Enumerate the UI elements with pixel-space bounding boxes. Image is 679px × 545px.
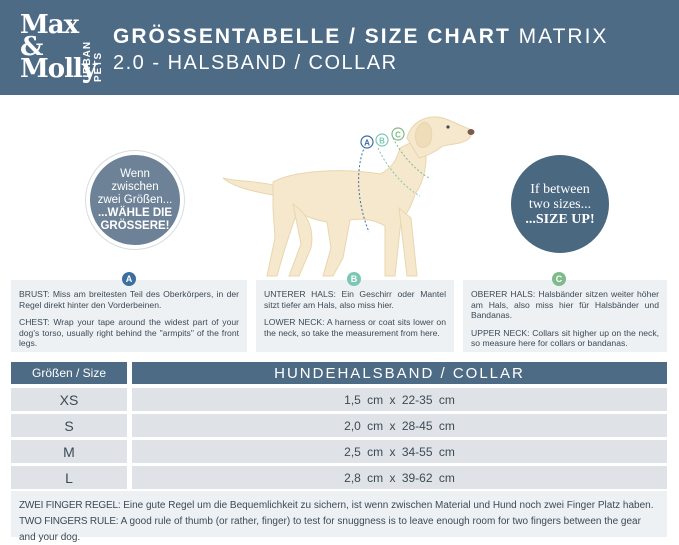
table-row-size: L — [11, 466, 127, 489]
measurement-de: BRUST: Miss am breitesten Teil des Oberk… — [19, 289, 239, 310]
tip-circle-german: Wenn zwischen zwei Größen... ...WÄHLE DI… — [86, 151, 184, 249]
finger-rule-en-text: A good rule of thumb (or rather, finger)… — [19, 516, 641, 543]
dog-tail — [222, 177, 280, 197]
measurement-chest: A BRUST: Miss am breitesten Teil des Obe… — [11, 272, 247, 352]
dog-front-leg — [398, 206, 418, 277]
table-row-size: XS — [11, 388, 127, 411]
tip-line: Wenn — [120, 167, 150, 180]
marker-a: A — [364, 139, 370, 148]
table-row-value: 2,8 cm x 39-62 cm — [132, 466, 667, 489]
size-column-header: Größen / Size — [11, 362, 127, 384]
measurement-de-label: OBERER HALS: — [471, 289, 536, 299]
dog-ear — [414, 121, 433, 148]
badge-b: B — [347, 272, 361, 286]
table-row-value: 1,5 cm x 22-35 cm — [132, 388, 667, 411]
dog-nose — [467, 129, 475, 135]
tip-circle-english: If between two sizes... ...SIZE UP! — [511, 155, 609, 253]
finger-rule-note: ZWEI FINGER REGEL: Eine gute Regel um di… — [11, 491, 667, 543]
measurement-en-label: UPPER NECK: — [471, 327, 530, 338]
badge-c: C — [552, 272, 566, 286]
table-row-value: 2,0 cm x 28-45 cm — [132, 414, 667, 437]
measurement-en-text: Wrap your tape around the widest part of… — [19, 317, 239, 348]
tip-line: zwischen — [111, 180, 159, 193]
measurement-en: LOWER NECK: A harness or coat sits lower… — [264, 317, 446, 338]
finger-rule-de-text: Eine gute Regel um die Bequemlichkeit zu… — [123, 500, 654, 511]
upper-neck-line — [392, 137, 430, 179]
title-suffix: MATRIX — [518, 25, 609, 48]
header-banner: Max & Molly URBAN PETS GRÖSSENTABELLE / … — [0, 0, 679, 95]
dog-body — [266, 137, 427, 277]
measurement-lower-neck: B UNTERER HALS: Ein Geschirr oder Mantel… — [256, 272, 454, 352]
finger-rule-en: TWO FINGERS RULE: A good rule of thumb (… — [19, 514, 659, 545]
dog-eye — [446, 125, 450, 129]
tip-emphasis: ...WÄHLE DIE — [97, 206, 173, 219]
table-row-size: M — [11, 440, 127, 463]
tip-line: zwei Größen... — [97, 193, 173, 206]
table-row-size: S — [11, 414, 127, 437]
table-row-value: 2,5 cm x 34-55 cm — [132, 440, 667, 463]
measurement-en: UPPER NECK: Collars sit higher up on the… — [471, 328, 659, 349]
tip-emphasis: ...SIZE UP! — [525, 211, 595, 227]
measurement-en-label: LOWER NECK: — [264, 317, 325, 327]
measurement-de-label: BRUST: — [19, 289, 50, 299]
measurement-en-text: A harness or coat sits lower on the neck… — [264, 317, 446, 338]
logo-wordmark: Max & Molly — [20, 10, 97, 84]
marker-b: B — [379, 137, 385, 146]
collar-column-header: HUNDEHALSBAND / COLLAR — [132, 362, 667, 384]
finger-rule-en-label: TWO FINGERS RULE: — [19, 516, 119, 527]
finger-rule-de: ZWEI FINGER REGEL: Eine gute Regel um di… — [19, 498, 659, 514]
measurement-en: CHEST: Wrap your tape around the widest … — [19, 317, 239, 349]
measurement-de-text: Halsbänder sitzen weiter höher am Hals, … — [471, 289, 660, 320]
tip-line: two sizes... — [528, 196, 592, 212]
finger-rule-de-label: ZWEI FINGER REGEL: — [19, 500, 121, 511]
marker-c: C — [395, 131, 401, 140]
measurement-de-text: Ein Geschirr oder Mantel sitzt tiefer am… — [264, 289, 446, 310]
measurement-en-label: CHEST: — [19, 317, 50, 327]
page-title: GRÖSSENTABELLE / SIZE CHART MATRIX — [113, 25, 608, 49]
measurement-upper-neck: C OBERER HALS: Halsbänder sitzen weiter … — [463, 272, 667, 352]
dog-rear-leg — [288, 202, 313, 277]
measurement-en-text: Collars sit higher up on the neck, so me… — [471, 327, 660, 349]
brand-logo: Max & Molly URBAN PETS — [20, 10, 104, 84]
tip-emphasis: GRÖSSERE! — [100, 219, 170, 232]
dog-illustration: A B C — [222, 116, 475, 277]
chest-measure-line — [358, 145, 370, 233]
measurement-de: OBERER HALS: Halsbänder sitzen weiter hö… — [471, 289, 659, 321]
measurement-de-label: UNTERER HALS: — [264, 289, 336, 299]
page-subtitle: 2.0 - HALSBAND / COLLAR — [113, 52, 398, 74]
logo-tagline: URBAN PETS — [82, 40, 104, 82]
title-main: GRÖSSENTABELLE / SIZE CHART — [113, 25, 511, 48]
tip-line: If between — [530, 181, 590, 197]
badge-a: A — [122, 272, 136, 286]
measurement-de: UNTERER HALS: Ein Geschirr oder Mantel s… — [264, 289, 446, 310]
measurement-de-text: Miss am breitesten Teil des Oberkörpers,… — [19, 289, 239, 310]
